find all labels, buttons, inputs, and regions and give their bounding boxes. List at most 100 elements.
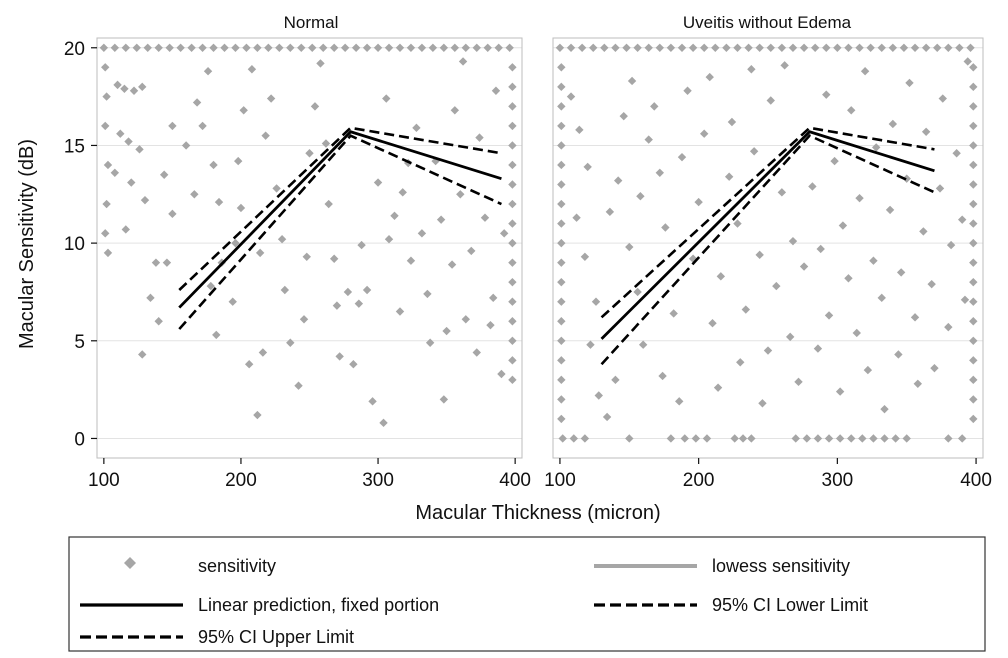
sensitivity-point	[390, 211, 399, 220]
x-axis-label: Macular Thickness (micron)	[415, 502, 660, 524]
sensitivity-point	[121, 225, 130, 234]
sensitivity-point	[508, 336, 517, 345]
sensitivity-point	[927, 279, 936, 289]
sensitivity-point	[439, 43, 449, 52]
sensitivity-point	[816, 244, 825, 254]
sensitivity-point	[885, 205, 895, 215]
panel-uveitis: 100 200 300 400	[544, 37, 992, 491]
sensitivity-point	[425, 338, 435, 347]
sensitivity-point	[730, 434, 739, 443]
sensitivity-point	[799, 43, 809, 52]
sensitivity-point	[969, 121, 978, 131]
sensitivity-point	[969, 160, 978, 170]
sensitivity-point	[417, 43, 427, 52]
sensitivity-point	[373, 178, 383, 187]
sensitivity-point	[699, 43, 709, 52]
x-axis-ticks: 100 200 300 400	[544, 458, 992, 491]
sensitivity-point	[231, 43, 240, 52]
sensitivity-point	[286, 338, 295, 347]
sensitivity-point	[705, 72, 714, 82]
sensitivity-point	[830, 156, 839, 166]
sensitivity-point	[946, 240, 956, 250]
sensitivity-point	[969, 180, 978, 189]
sensitivity-point	[212, 330, 221, 340]
sensitivity-point	[935, 184, 945, 193]
sensitivity-point	[557, 336, 566, 345]
sensitivity-point	[480, 213, 490, 222]
y-tick-label: 5	[74, 332, 85, 353]
linear-prediction-line	[178, 130, 502, 309]
sensitivity-point	[600, 43, 609, 52]
sensitivity-point	[384, 43, 394, 52]
sensitivity-point	[847, 106, 856, 115]
sensitivity-point	[969, 63, 978, 72]
sensitivity-point	[758, 399, 767, 408]
sensitivity-point	[508, 63, 517, 72]
sensitivity-point	[755, 250, 764, 260]
sensitivity-point	[702, 434, 712, 443]
legend-label-lowess: lowess sensitivity	[712, 556, 850, 576]
sensitivity-point	[329, 43, 339, 52]
sensitivity-point	[362, 285, 372, 295]
sensitivity-point	[611, 375, 620, 385]
sensitivity-point	[264, 43, 273, 52]
sensitivity-point	[461, 315, 470, 324]
sensitivity-point	[557, 160, 566, 170]
sensitivity-point	[557, 199, 566, 209]
sensitivity-point	[190, 190, 199, 199]
sensitivity-point	[944, 322, 953, 332]
sensitivity-point	[733, 43, 742, 52]
sensitivity-point	[467, 246, 476, 256]
sensitivity-point	[428, 43, 438, 52]
sensitivity-point	[508, 277, 517, 287]
sensitivity-point	[280, 285, 290, 295]
sensitivity-point	[575, 125, 584, 135]
sensitivity-point	[508, 180, 517, 189]
sensitivity-point	[855, 193, 864, 203]
panel-frame	[552, 37, 984, 459]
sensitivity-point	[557, 121, 566, 131]
ci-upper-line	[178, 126, 502, 291]
legend-label-lower: 95% CI Lower Limit	[712, 595, 868, 615]
sensitivity-point	[406, 43, 416, 52]
sensitivity-point	[605, 207, 615, 217]
sensitivity-point	[969, 277, 978, 287]
sensitivity-point	[919, 227, 928, 236]
sensitivity-point	[633, 287, 642, 297]
sensitivity-point	[489, 293, 498, 303]
sensitivity-point	[146, 293, 155, 303]
sensitivity-point	[680, 434, 689, 443]
sensitivity-point	[969, 82, 978, 92]
sensitivity-point	[162, 258, 172, 267]
sensitivity-point	[121, 43, 130, 52]
sensitivity-point	[557, 317, 566, 326]
x-tick-label: 100	[544, 470, 576, 491]
sensitivity-point	[135, 145, 144, 154]
sensitivity-point	[824, 311, 834, 320]
panel-frame	[96, 37, 523, 459]
sensitivity-point	[835, 387, 845, 396]
sensitivity-point	[966, 43, 975, 52]
sensitivity-point	[508, 297, 517, 306]
sensitivity-point	[236, 203, 246, 213]
sensitivity-point	[101, 63, 110, 72]
sensitivity-point	[969, 317, 978, 326]
sensitivity-point	[505, 43, 514, 52]
ci-upper-line	[600, 126, 935, 319]
sensitivity-point	[747, 65, 756, 74]
sensitivity-point	[777, 188, 787, 197]
sensitivity-point	[138, 82, 147, 92]
sensitivity-point	[557, 375, 566, 385]
sensitivity-point	[577, 43, 587, 52]
sensitivity-point	[791, 434, 800, 443]
sensitivity-point	[969, 395, 978, 404]
sensitivity-point	[557, 297, 566, 306]
sensitivity-point	[661, 223, 670, 232]
sensitivity-point	[869, 256, 878, 265]
sensitivity-point	[880, 434, 889, 443]
panel-normal: 0 5 10 15 20 100 200 300 400	[64, 37, 531, 491]
x-tick-label: 200	[683, 470, 715, 491]
sensitivity-point	[439, 395, 449, 404]
sensitivity-point	[382, 94, 391, 103]
